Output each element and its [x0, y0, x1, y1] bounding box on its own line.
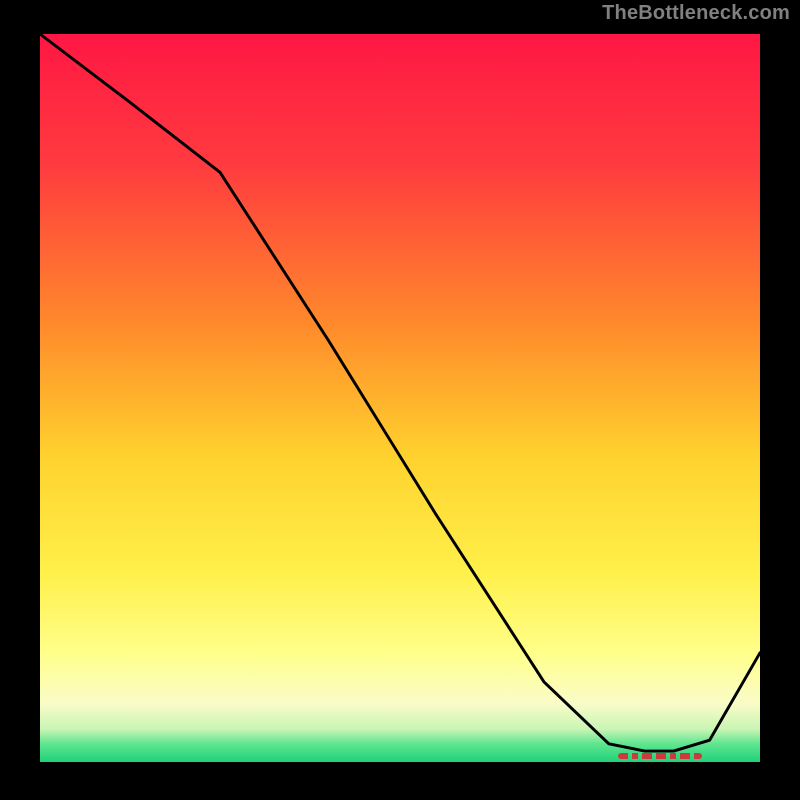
- optimal-zone-marker: [618, 753, 702, 759]
- curve-path: [40, 34, 760, 751]
- bottleneck-curve: [40, 34, 760, 762]
- canvas-root: TheBottleneck.com: [0, 0, 800, 800]
- plot-area: [34, 28, 766, 768]
- watermark-text: TheBottleneck.com: [602, 2, 790, 25]
